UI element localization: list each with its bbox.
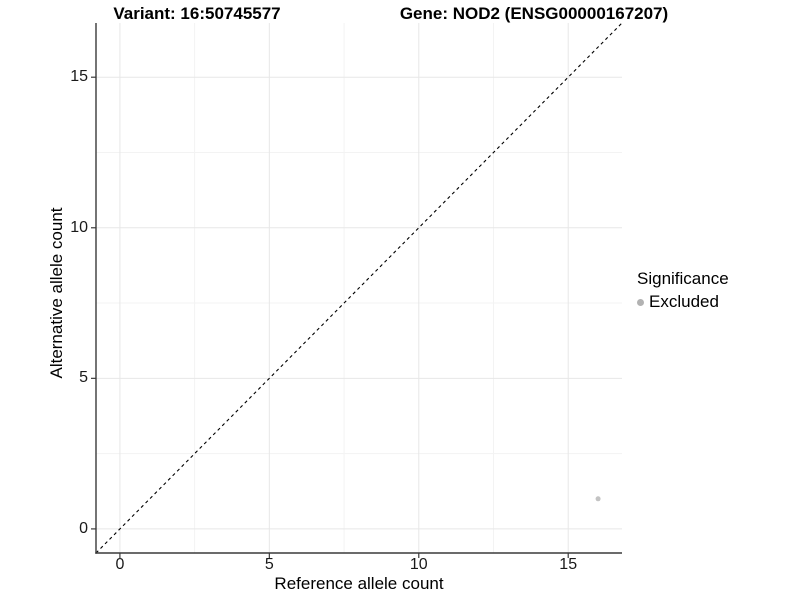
y-tick-label: 0 [79,519,88,537]
y-axis-title: Alternative allele count [47,207,66,379]
legend-title: Significance [637,269,729,288]
x-tick-label: 15 [559,556,578,573]
data-point-excluded [595,496,601,502]
identity-dashed-line [95,23,623,554]
x-tick-label: 10 [409,556,428,573]
y-tick-label: 10 [70,218,88,236]
legend-item-excluded: Excluded [637,292,729,312]
excluded-point-icon [637,298,644,306]
plot-panel [91,23,623,558]
x-axis-title: Reference allele count [274,574,444,593]
x-tick-label: 5 [264,556,274,573]
plot-title-variant: Variant: 16:50745577 [113,4,281,23]
y-tick-label: 5 [79,369,88,387]
legend-item-label: Excluded [649,292,719,311]
x-tick-label: 0 [115,556,125,573]
legend: Significance Excluded [637,269,729,312]
y-tick-label: 15 [70,68,88,86]
plot-title-gene: Gene: NOD2 (ENSG00000167207) [399,4,669,23]
